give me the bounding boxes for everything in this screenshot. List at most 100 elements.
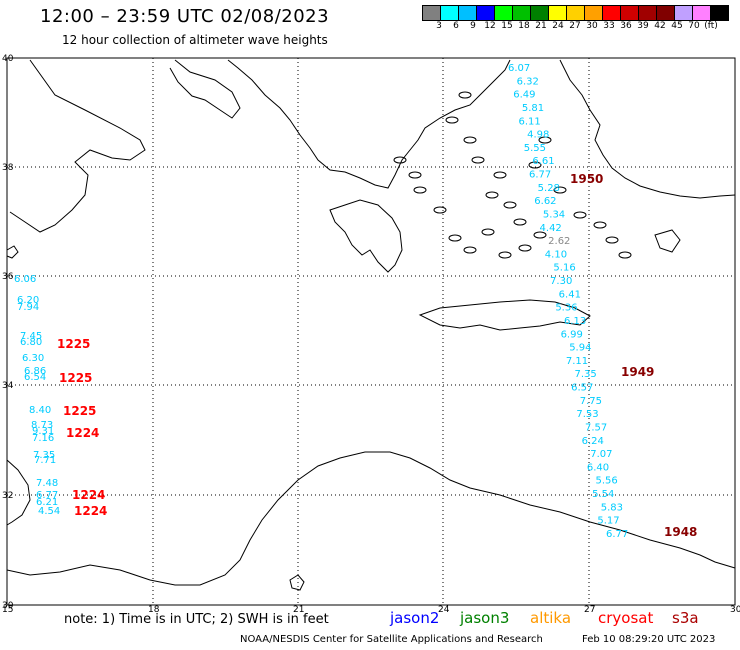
colorbar-label: 18 [518, 21, 530, 31]
island-shape [481, 228, 495, 236]
east-track: 6.07 6.32 6.49 5.81 6.11 4.98 5.55 6.61 6.77 5.28… [508, 63, 628, 540]
colorbar-label: 39 [637, 21, 649, 31]
colorbar-label: 9 [470, 21, 476, 31]
east-track-value: 4.10 [545, 249, 567, 260]
lat-label: 38 [2, 163, 14, 173]
page-title: 12:00 – 23:59 UTC 02/08/2023 [40, 6, 330, 27]
east-track-value: 6.13 [564, 316, 586, 327]
aegean-islands [393, 91, 632, 259]
coast-turkey [559, 59, 736, 199]
island-shape [433, 206, 447, 214]
island-shape [445, 116, 459, 124]
colorbar-label: 33 [603, 21, 615, 31]
colorbar-label: 6 [453, 21, 459, 31]
west-track-value: 7.35 [33, 450, 55, 461]
east-time-label: 1949 [621, 365, 654, 379]
island-shape [533, 231, 547, 239]
longitude-labels: 15 18 21 24 27 30 [2, 605, 740, 615]
time-labels: 1950 1949 1948 1225 1225 1225 1224 1224 1224 [57, 172, 697, 539]
coast-crete [418, 299, 591, 331]
lat-label: 40 [2, 54, 14, 64]
west-track-value: 7.45 [20, 331, 42, 342]
east-track-value: 7.30 [550, 276, 572, 287]
east-track-value: 5.34 [543, 209, 565, 220]
colorbar-label: 21 [535, 21, 547, 31]
island-shape [413, 186, 427, 194]
west-time-label: 1224 [72, 488, 105, 502]
island-shape [618, 251, 632, 259]
lat-label: 36 [2, 272, 14, 282]
east-track-value: 6.61 [532, 156, 554, 167]
island-shape [553, 186, 567, 194]
island-shape [458, 91, 472, 99]
east-track-value: 5.94 [569, 343, 591, 354]
coast-italy [9, 59, 146, 233]
west-track-value: 7.71 [34, 455, 56, 466]
colorbar-label: 27 [569, 21, 581, 31]
coast-rhodes [654, 229, 681, 253]
east-track-value: 4.42 [540, 223, 562, 234]
west-time-label: 1224 [66, 426, 99, 440]
island-shape [605, 236, 619, 244]
coastlines [6, 59, 736, 591]
west-time-label: 1225 [57, 337, 90, 351]
page-subtitle: 12 hour collection of altimeter wave hei… [62, 33, 328, 47]
coast-sicily [6, 245, 19, 259]
island-shape [471, 156, 485, 164]
colorbar-label: (ft) [704, 21, 718, 31]
west-track-value: 6.77 [36, 490, 58, 501]
east-track-value: 5.17 [597, 516, 619, 527]
coast-island-south [289, 574, 305, 591]
west-track-value: 6.06 [14, 274, 36, 285]
lon-label: 15 [2, 605, 13, 615]
west-track-value: 8.73 [31, 420, 53, 431]
island-shape [513, 218, 527, 226]
east-track-value: 6.99 [561, 329, 583, 340]
west-track-value: 6.86 [24, 366, 46, 377]
west-track-value: 6.54 [24, 372, 46, 383]
lat-label: 30 [2, 601, 14, 611]
coast-peloponnese [329, 199, 403, 273]
west-track-value: 6.80 [20, 337, 42, 348]
island-shape [393, 156, 407, 164]
west-track: 6.06 6.207.94 7.456.80 6.30 6.866.54 8.40 8.73… [14, 274, 60, 517]
island-shape [485, 191, 499, 199]
east-track-value: 6.07 [508, 63, 530, 74]
east-track-value: 6.24 [582, 436, 604, 447]
east-track-value: 5.83 [601, 502, 623, 513]
colorbar-label: 15 [501, 21, 513, 31]
east-track-value: 5.55 [524, 143, 546, 154]
west-track-value: 6.20 [17, 295, 39, 306]
east-track-value: 5.54 [592, 489, 614, 500]
east-track-value: 5.28 [538, 183, 560, 194]
west-time-label: 1225 [63, 404, 96, 418]
island-shape [448, 234, 462, 242]
east-track-value: 5.81 [522, 103, 544, 114]
timestamp-text: Feb 10 08:29:20 UTC 2023 [582, 634, 716, 645]
lon-label: 24 [438, 605, 450, 615]
coast-tunisia [6, 459, 31, 526]
legend-altika: altika [530, 609, 572, 627]
island-shape [408, 171, 422, 179]
east-track-value: 6.11 [519, 116, 541, 127]
west-track-value: 4.54 [38, 506, 60, 517]
west-time-label: 1225 [59, 371, 92, 385]
legend-s3a: s3a [672, 609, 699, 627]
lon-label: 30 [730, 605, 740, 615]
map-frame [6, 57, 736, 606]
east-track-value: 2.62 [548, 236, 570, 247]
east-time-label: 1950 [570, 172, 603, 186]
colorbar-label: 42 [654, 21, 666, 31]
coast-africa [6, 451, 736, 586]
west-track-value: 6.21 [36, 497, 58, 508]
east-track-value: 6.49 [513, 90, 535, 101]
colorbar-label: 12 [484, 21, 496, 31]
east-track-value: 6.57 [571, 383, 593, 394]
east-track-value: 7.53 [576, 409, 598, 420]
island-shape [463, 246, 477, 254]
east-track-value: 7.75 [580, 396, 602, 407]
lon-label: 18 [148, 605, 160, 615]
legend-cryosat: cryosat [598, 609, 654, 627]
colorbar-label: 70 [688, 21, 700, 31]
